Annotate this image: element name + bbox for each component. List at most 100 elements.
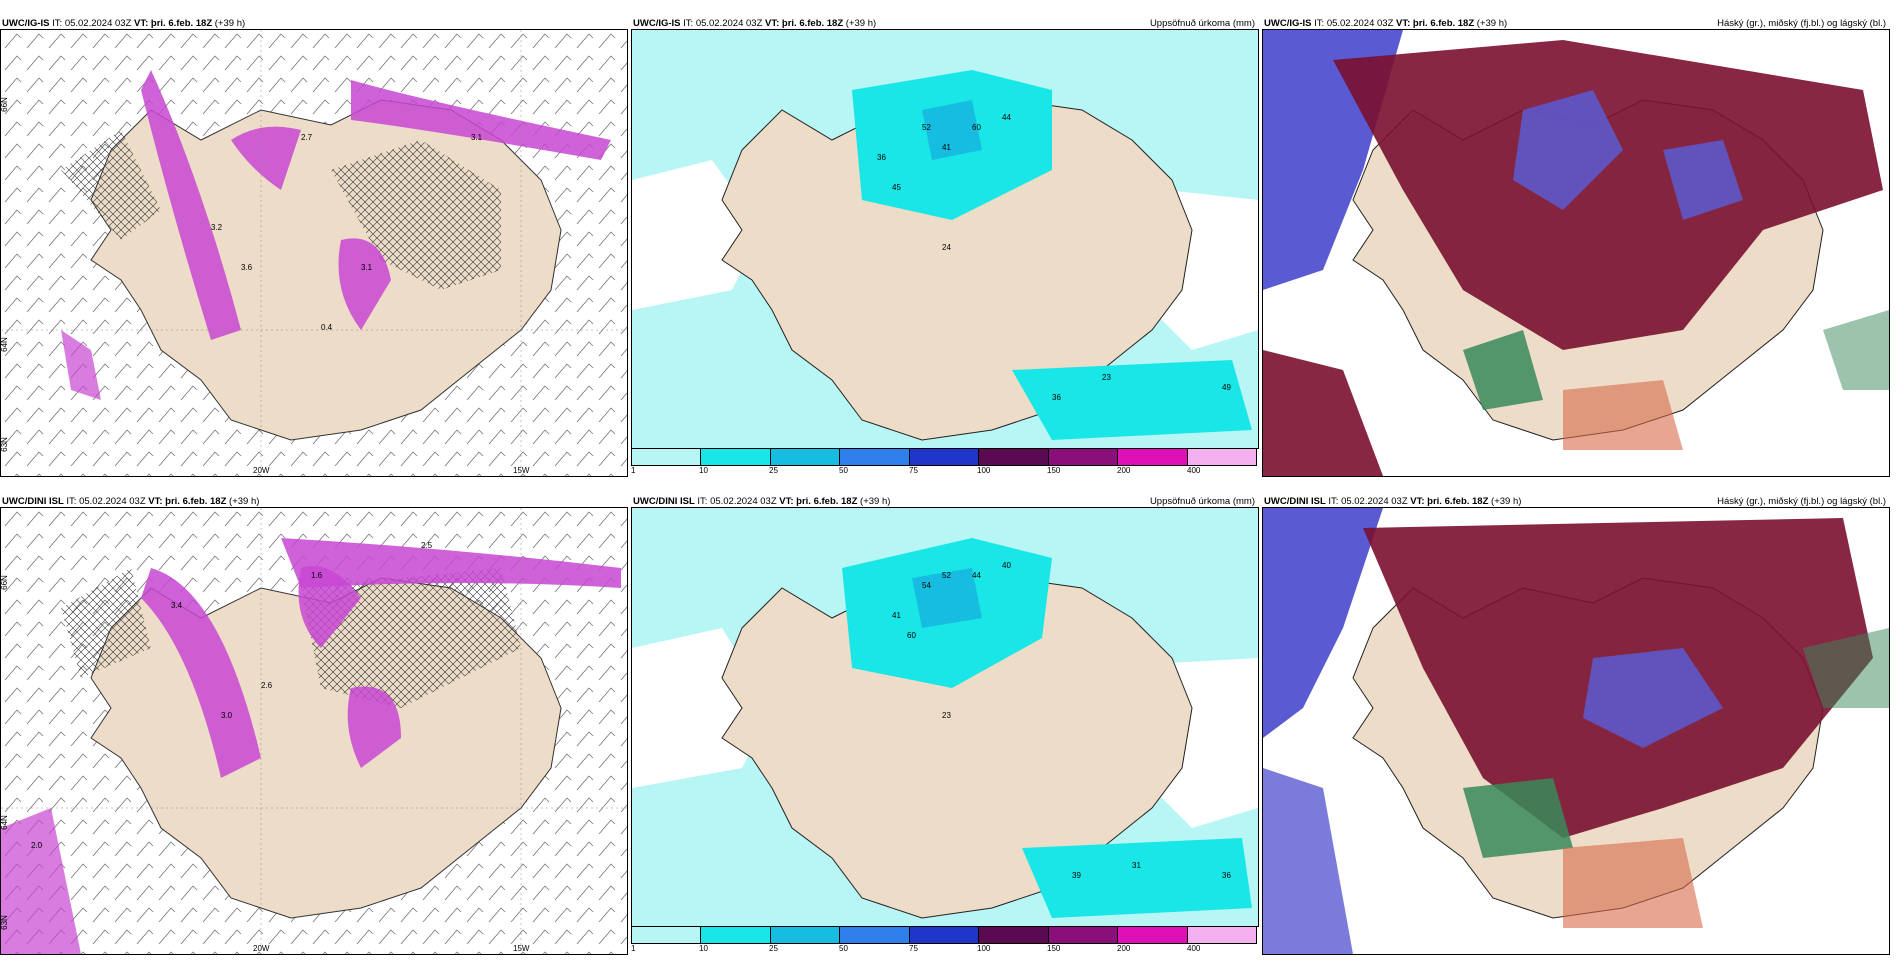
legend-swatch bbox=[909, 927, 980, 943]
panel-dini-wind: UWC/DINI ISL IT: 05.02.2024 03Z VT: þri.… bbox=[0, 492, 628, 962]
cloud-title: Háský (gr.), miðský (fj.bl.) og lágský (… bbox=[1717, 496, 1886, 507]
precip-value: 24 bbox=[942, 243, 951, 252]
value-label: 2.0 bbox=[31, 841, 43, 850]
legend-swatch bbox=[1187, 449, 1257, 465]
lat-label-63n: 63N bbox=[0, 915, 9, 930]
wind-precip-map[interactable]: 2.5 1.6 3.4 3.0 2.6 2.0 20W 15W 66N 64N … bbox=[0, 507, 628, 955]
precip-value: 49 bbox=[1222, 383, 1231, 392]
legend-swatch bbox=[631, 449, 702, 465]
panel-title: UWC/DINI ISL IT: 05.02.2024 03Z VT: þri.… bbox=[2, 496, 260, 507]
legend-label: 150 bbox=[1047, 466, 1061, 475]
value-label: 3.0 bbox=[221, 711, 233, 720]
panel-igis-cloud: UWC/IG-IS IT: 05.02.2024 03Z VT: þri. 6.… bbox=[1262, 14, 1890, 484]
precip-value: 41 bbox=[892, 611, 901, 620]
precip-value: 39 bbox=[1072, 871, 1081, 880]
precip-value: 60 bbox=[972, 123, 981, 132]
legend-swatch bbox=[770, 927, 841, 943]
precip-value: 36 bbox=[1052, 393, 1061, 402]
legend-swatch bbox=[979, 449, 1049, 465]
cloud-map[interactable] bbox=[1262, 507, 1890, 955]
lat-label-63n: 63N bbox=[0, 437, 9, 452]
legend-label: 25 bbox=[769, 466, 778, 475]
precip-title: Uppsöfnuð úrkoma (mm) bbox=[1149, 496, 1255, 507]
lat-label-64n: 64N bbox=[0, 815, 9, 830]
legend-label: 200 bbox=[1117, 466, 1131, 475]
legend-label: 100 bbox=[977, 944, 991, 953]
legend-label: 400 bbox=[1187, 466, 1201, 475]
legend-swatch bbox=[1187, 927, 1257, 943]
legend-swatch bbox=[1118, 449, 1188, 465]
value-label: 3.1 bbox=[471, 133, 483, 142]
precip-value: 31 bbox=[1132, 861, 1141, 870]
legend-label: 10 bbox=[699, 944, 708, 953]
lat-label-66n: 66N bbox=[0, 97, 9, 112]
value-label: 2.6 bbox=[261, 681, 273, 690]
panel-dini-cloud: UWC/DINI ISL IT: 05.02.2024 03Z VT: þri.… bbox=[1262, 492, 1890, 962]
legend-swatch bbox=[840, 449, 910, 465]
cloud-map[interactable] bbox=[1262, 29, 1890, 477]
value-label: 3.2 bbox=[211, 223, 223, 232]
legend-label: 25 bbox=[769, 944, 778, 953]
panel-title: UWC/IG-IS IT: 05.02.2024 03Z VT: þri. 6.… bbox=[2, 18, 246, 29]
panel-title: UWC/IG-IS IT: 05.02.2024 03Z VT: þri. 6.… bbox=[633, 18, 877, 29]
legend-label: 10 bbox=[699, 466, 708, 475]
wind-precip-map[interactable]: 3.2 3.6 2.7 3.1 3.1 0.4 20W 15W 66N 64N … bbox=[0, 29, 628, 477]
precip-value: 44 bbox=[1002, 113, 1011, 122]
panel-igis-wind: UWC/IG-IS IT: 05.02.2024 03Z VT: þri. 6.… bbox=[0, 14, 628, 484]
legend-bar bbox=[631, 448, 1257, 466]
precip-value: 36 bbox=[1222, 871, 1231, 880]
legend-label: 75 bbox=[909, 466, 918, 475]
value-label: 3.4 bbox=[171, 601, 183, 610]
legend-label: 75 bbox=[909, 944, 918, 953]
cloud-title: Háský (gr.), miðský (fj.bl.) og lágský (… bbox=[1717, 18, 1886, 29]
lon-label-20w: 20W bbox=[253, 466, 270, 475]
legend-bar bbox=[631, 926, 1257, 944]
precip-value: 44 bbox=[972, 571, 981, 580]
legend-swatch bbox=[979, 927, 1049, 943]
precip-map[interactable]: 36 52 41 60 44 45 24 36 23 49 bbox=[631, 29, 1259, 449]
panel-title: UWC/DINI ISL IT: 05.02.2024 03Z VT: þri.… bbox=[633, 496, 891, 507]
legend-label: 1 bbox=[631, 944, 636, 953]
legend-swatch bbox=[631, 927, 702, 943]
value-label: 3.1 bbox=[361, 263, 373, 272]
legend-swatch bbox=[770, 449, 841, 465]
legend-swatch bbox=[1048, 449, 1119, 465]
value-label: 3.6 bbox=[241, 263, 253, 272]
panel-title: UWC/IG-IS IT: 05.02.2024 03Z VT: þri. 6.… bbox=[1264, 18, 1508, 29]
value-label: 1.6 bbox=[311, 571, 323, 580]
panel-title: UWC/DINI ISL IT: 05.02.2024 03Z VT: þri.… bbox=[1264, 496, 1522, 507]
value-label: 0.4 bbox=[321, 323, 333, 332]
legend-swatch bbox=[701, 449, 771, 465]
precip-value: 45 bbox=[892, 183, 901, 192]
legend-swatch bbox=[1048, 927, 1119, 943]
legend-label: 1 bbox=[631, 466, 636, 475]
precip-map[interactable]: 54 52 44 40 41 60 23 39 31 36 bbox=[631, 507, 1259, 927]
legend-label: 200 bbox=[1117, 944, 1131, 953]
lat-label-64n: 64N bbox=[0, 337, 9, 352]
legend-swatch bbox=[909, 449, 980, 465]
lon-label-15w: 15W bbox=[513, 466, 530, 475]
precip-value: 41 bbox=[942, 143, 951, 152]
precip-value: 23 bbox=[1102, 373, 1111, 382]
precip-legend: 1 10 25 50 75 100 150 200 400 bbox=[631, 926, 1257, 953]
legend-swatch bbox=[840, 927, 910, 943]
panel-dini-precip: UWC/DINI ISL IT: 05.02.2024 03Z VT: þri.… bbox=[631, 492, 1259, 962]
precip-title: Uppsöfnuð úrkoma (mm) bbox=[1149, 18, 1255, 29]
precip-value: 36 bbox=[877, 153, 886, 162]
precip-value: 54 bbox=[922, 581, 931, 590]
legend-label: 150 bbox=[1047, 944, 1061, 953]
panel-igis-precip: UWC/IG-IS IT: 05.02.2024 03Z VT: þri. 6.… bbox=[631, 14, 1259, 484]
value-label: 2.5 bbox=[421, 541, 433, 550]
legend-label: 100 bbox=[977, 466, 991, 475]
legend-swatch bbox=[701, 927, 771, 943]
legend-label: 50 bbox=[839, 944, 848, 953]
lon-label-20w: 20W bbox=[253, 944, 270, 953]
lon-label-15w: 15W bbox=[513, 944, 530, 953]
precip-value: 60 bbox=[907, 631, 916, 640]
value-label: 2.7 bbox=[301, 133, 313, 142]
precip-value: 52 bbox=[922, 123, 931, 132]
legend-label: 400 bbox=[1187, 944, 1201, 953]
precip-legend: 1 10 25 50 75 100 150 200 400 bbox=[631, 448, 1257, 475]
precip-value: 52 bbox=[942, 571, 951, 580]
legend-swatch bbox=[1118, 927, 1188, 943]
